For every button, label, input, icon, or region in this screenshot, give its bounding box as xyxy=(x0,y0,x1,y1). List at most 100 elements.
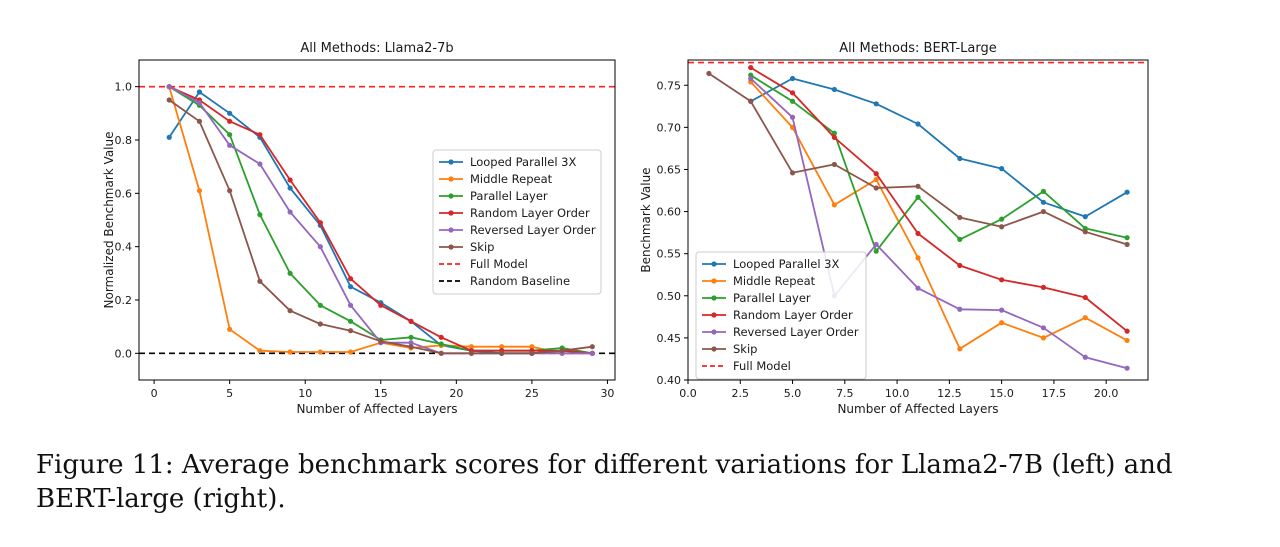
x-tick-label: 12.5 xyxy=(937,387,962,400)
y-tick-label: 0.55 xyxy=(657,248,682,261)
data-point xyxy=(1040,284,1047,290)
x-tick-label: 7.5 xyxy=(836,387,854,400)
legend-label: Full Model xyxy=(733,359,791,373)
data-point xyxy=(831,202,837,208)
data-point xyxy=(257,212,263,218)
plot-frame xyxy=(687,59,1149,381)
data-point xyxy=(706,70,712,77)
data-point xyxy=(1124,235,1130,241)
legend-marker xyxy=(711,295,717,301)
data-point xyxy=(227,326,233,332)
legend-marker xyxy=(448,159,454,165)
x-tick-label: 15.0 xyxy=(989,387,1014,400)
series-line-looped-parallel-3x xyxy=(750,77,1128,218)
chart-title: All Methods: Llama2-7b xyxy=(300,41,453,56)
data-point xyxy=(999,320,1005,326)
legend: Looped Parallel 3X Middle Repeat Parallel … xyxy=(432,149,602,295)
data-point xyxy=(1082,214,1088,220)
data-point xyxy=(915,255,921,261)
data-point xyxy=(999,224,1005,230)
y-axis-label: Benchmark Value xyxy=(639,167,653,272)
legend-marker xyxy=(448,193,454,199)
data-point xyxy=(789,98,796,104)
data-point xyxy=(227,110,233,116)
data-point xyxy=(1040,208,1047,215)
chart-llama2-7b: All Methods: Llama2-7b 0 5 10 15 20 25 30 0.0 0.… xyxy=(102,41,616,416)
data-point xyxy=(347,349,354,355)
data-point xyxy=(166,84,172,90)
data-point xyxy=(287,270,293,276)
y-axis-label: Normalized Benchmark Value xyxy=(102,132,116,309)
data-point xyxy=(287,209,293,215)
data-point xyxy=(408,334,414,340)
legend-label: Skip xyxy=(733,342,757,356)
data-point xyxy=(1082,294,1088,301)
data-point xyxy=(317,321,323,327)
legend-label: Skip xyxy=(470,240,494,254)
data-point xyxy=(748,64,754,71)
y-tick-label: 0.0 xyxy=(115,347,133,360)
data-point xyxy=(589,350,595,356)
legend-marker xyxy=(711,346,717,352)
y-tick-label: 1.0 xyxy=(115,81,133,94)
figure: All Methods: Llama2-7b 0 5 10 15 20 25 300.00.… xyxy=(102,41,1149,416)
series-line-random-layer-order xyxy=(750,66,1128,332)
data-point xyxy=(957,155,963,162)
data-point xyxy=(227,118,233,124)
data-point xyxy=(287,185,293,191)
data-point xyxy=(831,134,837,141)
data-point xyxy=(559,348,565,354)
data-point xyxy=(227,132,233,138)
data-point xyxy=(287,308,293,314)
legend-label: Reversed Layer Order xyxy=(470,223,596,237)
data-point xyxy=(196,100,203,106)
legend-frame xyxy=(432,149,602,295)
legend-marker xyxy=(448,244,454,250)
data-point xyxy=(257,161,263,167)
data-point xyxy=(347,302,354,308)
data-point xyxy=(999,166,1005,172)
data-point xyxy=(347,276,354,282)
y-tick-label: 0.8 xyxy=(115,134,133,147)
data-point xyxy=(748,75,754,82)
data-point xyxy=(999,307,1005,313)
data-point xyxy=(529,344,535,350)
data-point xyxy=(468,350,475,356)
plot-frame xyxy=(138,59,616,381)
data-point xyxy=(438,350,444,356)
chart-title: All Methods: BERT-Large xyxy=(839,41,997,56)
x-tick-label: 17.5 xyxy=(1042,387,1067,400)
legend-marker xyxy=(448,210,454,216)
data-point xyxy=(499,344,505,350)
data-point xyxy=(257,348,263,354)
figure-caption: Figure 11: Average benchmark scores for … xyxy=(36,450,1173,514)
legend-label: Random Layer Order xyxy=(733,308,853,322)
data-point xyxy=(438,341,444,347)
x-tick-label: 10 xyxy=(298,387,312,400)
legend-label: Parallel Layer xyxy=(470,189,548,203)
data-point xyxy=(957,214,963,221)
y-tick-label: 0.6 xyxy=(115,187,133,200)
legend-label: Looped Parallel 3X xyxy=(470,155,576,169)
data-point xyxy=(915,194,921,200)
series-line-parallel-layer xyxy=(750,74,1128,253)
x-tick-label: 20 xyxy=(449,387,463,400)
data-point xyxy=(227,188,233,194)
data-point xyxy=(1082,354,1088,360)
x-tick-label: 5 xyxy=(226,387,233,400)
data-point xyxy=(915,183,921,189)
y-tick-label: 0.4 xyxy=(115,241,133,254)
y-tick-label: 0.40 xyxy=(657,374,682,387)
data-point xyxy=(287,349,293,355)
data-point xyxy=(873,248,879,254)
data-point xyxy=(1124,365,1130,371)
data-point xyxy=(196,89,203,95)
data-point xyxy=(287,177,293,183)
data-point xyxy=(873,185,879,191)
legend-label: Reversed Layer Order xyxy=(733,325,859,339)
y-tick-label: 0.50 xyxy=(657,290,682,303)
data-point xyxy=(873,171,879,177)
x-tick-label: 20.0 xyxy=(1094,387,1119,400)
data-point xyxy=(378,338,384,344)
x-tick-label: 30 xyxy=(600,387,614,400)
